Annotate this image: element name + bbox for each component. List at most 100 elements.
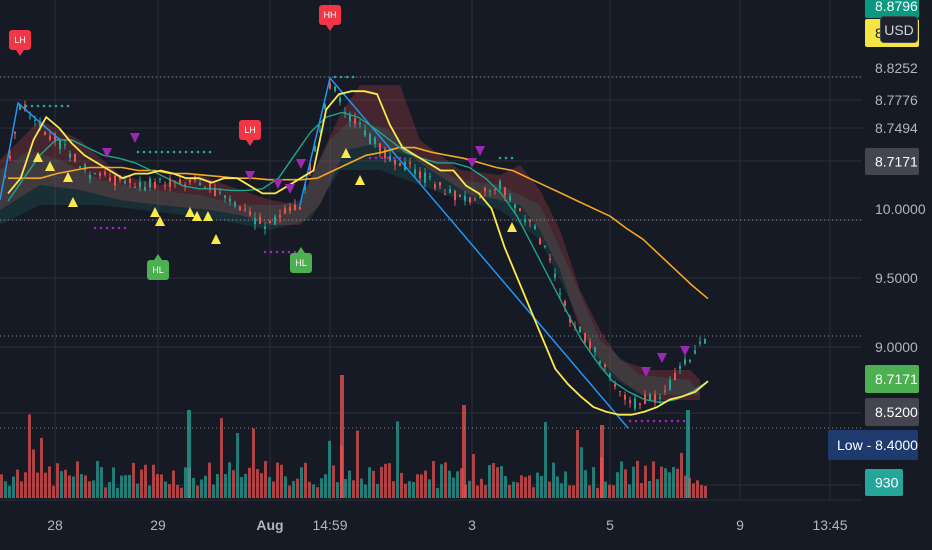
volume-bar (120, 475, 123, 498)
pivot-label-box (290, 253, 312, 273)
candle-body (399, 162, 401, 167)
pivot-dot (640, 419, 644, 423)
buy-marker (45, 161, 55, 171)
zigzag-lines (0, 76, 629, 429)
pivot-dot (392, 156, 396, 160)
price-tag-box (865, 365, 919, 393)
currency-button[interactable]: USD (880, 16, 918, 43)
price-axis-label: 9.0000 (875, 339, 918, 355)
volume-bar (512, 481, 515, 498)
volume-bar (164, 481, 167, 498)
price-tag-box (865, 0, 919, 18)
volume-bar (628, 484, 631, 498)
candle-body (514, 204, 516, 209)
pivot-dot (66, 104, 70, 108)
volume-bar (20, 481, 23, 498)
volume-bar (440, 464, 443, 498)
pivot-label-text: HL (152, 265, 164, 275)
volume-bar (208, 462, 211, 498)
candle-body (549, 258, 551, 261)
pivot-label-box (147, 260, 169, 280)
volume-bar (508, 485, 511, 498)
volume-bar (228, 462, 231, 498)
pivot-dot (123, 226, 127, 230)
volume-bar (232, 470, 235, 498)
candle-body (274, 216, 276, 225)
volume-bar (488, 465, 491, 498)
time-axis[interactable] (0, 500, 862, 550)
volume-bar (168, 484, 171, 498)
volume-bar (140, 469, 143, 498)
candle-body (99, 172, 101, 176)
candle-body (154, 181, 156, 189)
volume-bar (252, 428, 255, 498)
buy-marker (33, 152, 43, 162)
candle-body (614, 384, 616, 387)
volume-bar (308, 481, 311, 498)
signal-markers (33, 133, 690, 377)
time-axis-label: 13:45 (812, 517, 847, 533)
volume-bar (704, 486, 707, 498)
volume-bar (576, 429, 579, 498)
volume-bar (280, 464, 283, 498)
candle-body (494, 189, 496, 191)
pivot-dot (652, 419, 656, 423)
time-axis-label: 9 (736, 517, 744, 533)
candle-body (294, 204, 296, 211)
volume-bar (328, 440, 331, 498)
volume-bar (84, 475, 87, 498)
volume-bar (636, 460, 639, 498)
price-tag: Low - 8.4000 (828, 430, 918, 460)
candle-body (59, 139, 61, 150)
candle-body (419, 171, 421, 179)
pivot-dot (386, 156, 390, 160)
volume-bar (376, 484, 379, 498)
volume-bar (92, 480, 95, 498)
pivot-dot (18, 104, 22, 108)
candle-body (139, 182, 141, 188)
buy-marker (68, 197, 78, 207)
candle-body (669, 380, 671, 390)
pivot-dot (510, 156, 514, 160)
price-tag-text: 8 (875, 25, 883, 41)
price-tag: 8.5200 (865, 398, 919, 426)
volume-bar (184, 467, 187, 498)
candle-body (414, 169, 416, 174)
candle-body (179, 179, 181, 185)
volume-bar (316, 487, 319, 498)
candle-body (114, 175, 116, 186)
volume-bar (116, 487, 119, 498)
candle-body (684, 359, 686, 365)
price-tag-box (865, 469, 903, 496)
pivot-dot (160, 150, 164, 154)
pivot-dot (339, 75, 343, 79)
volume-bar (596, 487, 599, 498)
volume-bar (324, 474, 327, 498)
volume-bar (388, 463, 391, 498)
volume-bar (528, 475, 531, 498)
candle-body (694, 350, 696, 354)
volume-bar (360, 478, 363, 498)
pivot-dot (117, 226, 121, 230)
buy-marker (155, 216, 165, 226)
volume-bar (396, 421, 399, 498)
candle-body (44, 131, 46, 135)
volume-bar (428, 479, 431, 498)
volume-bar (444, 462, 447, 498)
pivot-dot (351, 75, 355, 79)
pivot-dot (190, 150, 194, 154)
pivot-label-text: LH (244, 125, 256, 135)
candle-body (14, 132, 16, 134)
candle-body (349, 114, 351, 122)
candle-body (104, 171, 106, 175)
candle-body (64, 144, 66, 146)
pivot-dot (374, 156, 378, 160)
candle-body (629, 400, 631, 403)
volume-bar (100, 467, 103, 498)
pivot-label-pointer (246, 140, 254, 146)
price-tag-box (865, 148, 919, 175)
volume-bar (96, 460, 99, 498)
sell-marker (467, 158, 477, 168)
volume-bar (0, 474, 3, 498)
